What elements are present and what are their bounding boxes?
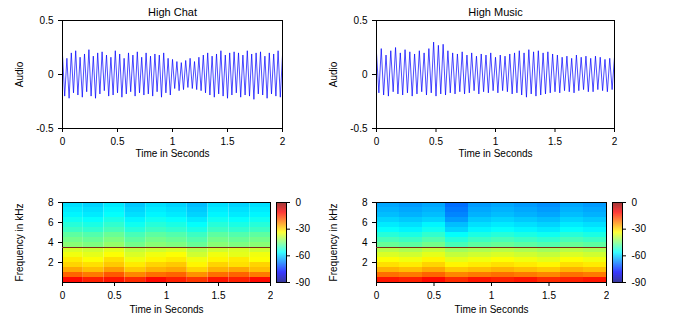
svg-text:1.5: 1.5	[542, 290, 556, 301]
svg-text:0.5: 0.5	[354, 15, 368, 26]
svg-text:-0.5: -0.5	[350, 123, 368, 134]
svg-text:0: 0	[362, 69, 368, 80]
svg-text:0.5: 0.5	[40, 15, 54, 26]
svg-text:2: 2	[280, 136, 286, 147]
svg-text:1.5: 1.5	[221, 136, 235, 147]
svg-text:Time in Seconds: Time in Seconds	[454, 304, 528, 315]
svg-text:8: 8	[362, 197, 368, 208]
svg-text:High Music: High Music	[468, 6, 523, 18]
svg-text:1: 1	[164, 290, 170, 301]
svg-text:0: 0	[60, 136, 66, 147]
svg-text:0.5: 0.5	[111, 136, 125, 147]
svg-text:Time in Seconds: Time in Seconds	[129, 304, 203, 315]
svg-text:2: 2	[267, 289, 274, 301]
svg-text:8: 8	[48, 197, 54, 208]
svg-text:-60: -60	[632, 250, 647, 261]
svg-text:1: 1	[493, 136, 499, 147]
svg-text:-60: -60	[296, 250, 311, 261]
svg-text:0: 0	[632, 197, 638, 208]
svg-text:1: 1	[489, 290, 495, 301]
svg-text:0.5: 0.5	[108, 290, 122, 301]
svg-text:2: 2	[48, 257, 54, 268]
svg-text:0: 0	[60, 290, 66, 301]
svg-text:0: 0	[374, 136, 380, 147]
svg-text:2: 2	[603, 289, 610, 301]
svg-text:0: 0	[48, 69, 54, 80]
svg-text:-90: -90	[296, 277, 311, 288]
svg-text:Time in Seconds: Time in Seconds	[135, 148, 209, 159]
svg-text:-30: -30	[296, 223, 311, 234]
svg-text:1: 1	[170, 136, 176, 147]
svg-text:0: 0	[374, 290, 380, 301]
svg-text:-30: -30	[632, 223, 647, 234]
svg-text:4: 4	[48, 237, 54, 248]
svg-text:Time in Seconds: Time in Seconds	[458, 148, 532, 159]
svg-text:0: 0	[296, 197, 302, 208]
svg-text:2: 2	[362, 257, 368, 268]
svg-text:4: 4	[362, 237, 368, 248]
svg-text:-0.5: -0.5	[36, 123, 54, 134]
svg-text:-90: -90	[632, 277, 647, 288]
svg-text:1.5: 1.5	[212, 290, 226, 301]
svg-text:0.5: 0.5	[427, 290, 441, 301]
svg-text:Audio: Audio	[14, 61, 25, 87]
svg-text:High Chat: High Chat	[148, 6, 197, 18]
svg-text:Frequency in kHz: Frequency in kHz	[328, 204, 339, 282]
svg-text:Frequency in kHz: Frequency in kHz	[14, 204, 25, 282]
svg-text:6: 6	[362, 217, 368, 228]
svg-text:2: 2	[612, 136, 618, 147]
svg-text:Audio: Audio	[328, 61, 339, 87]
svg-text:1.5: 1.5	[548, 136, 562, 147]
svg-text:0.5: 0.5	[429, 136, 443, 147]
svg-text:6: 6	[48, 217, 54, 228]
